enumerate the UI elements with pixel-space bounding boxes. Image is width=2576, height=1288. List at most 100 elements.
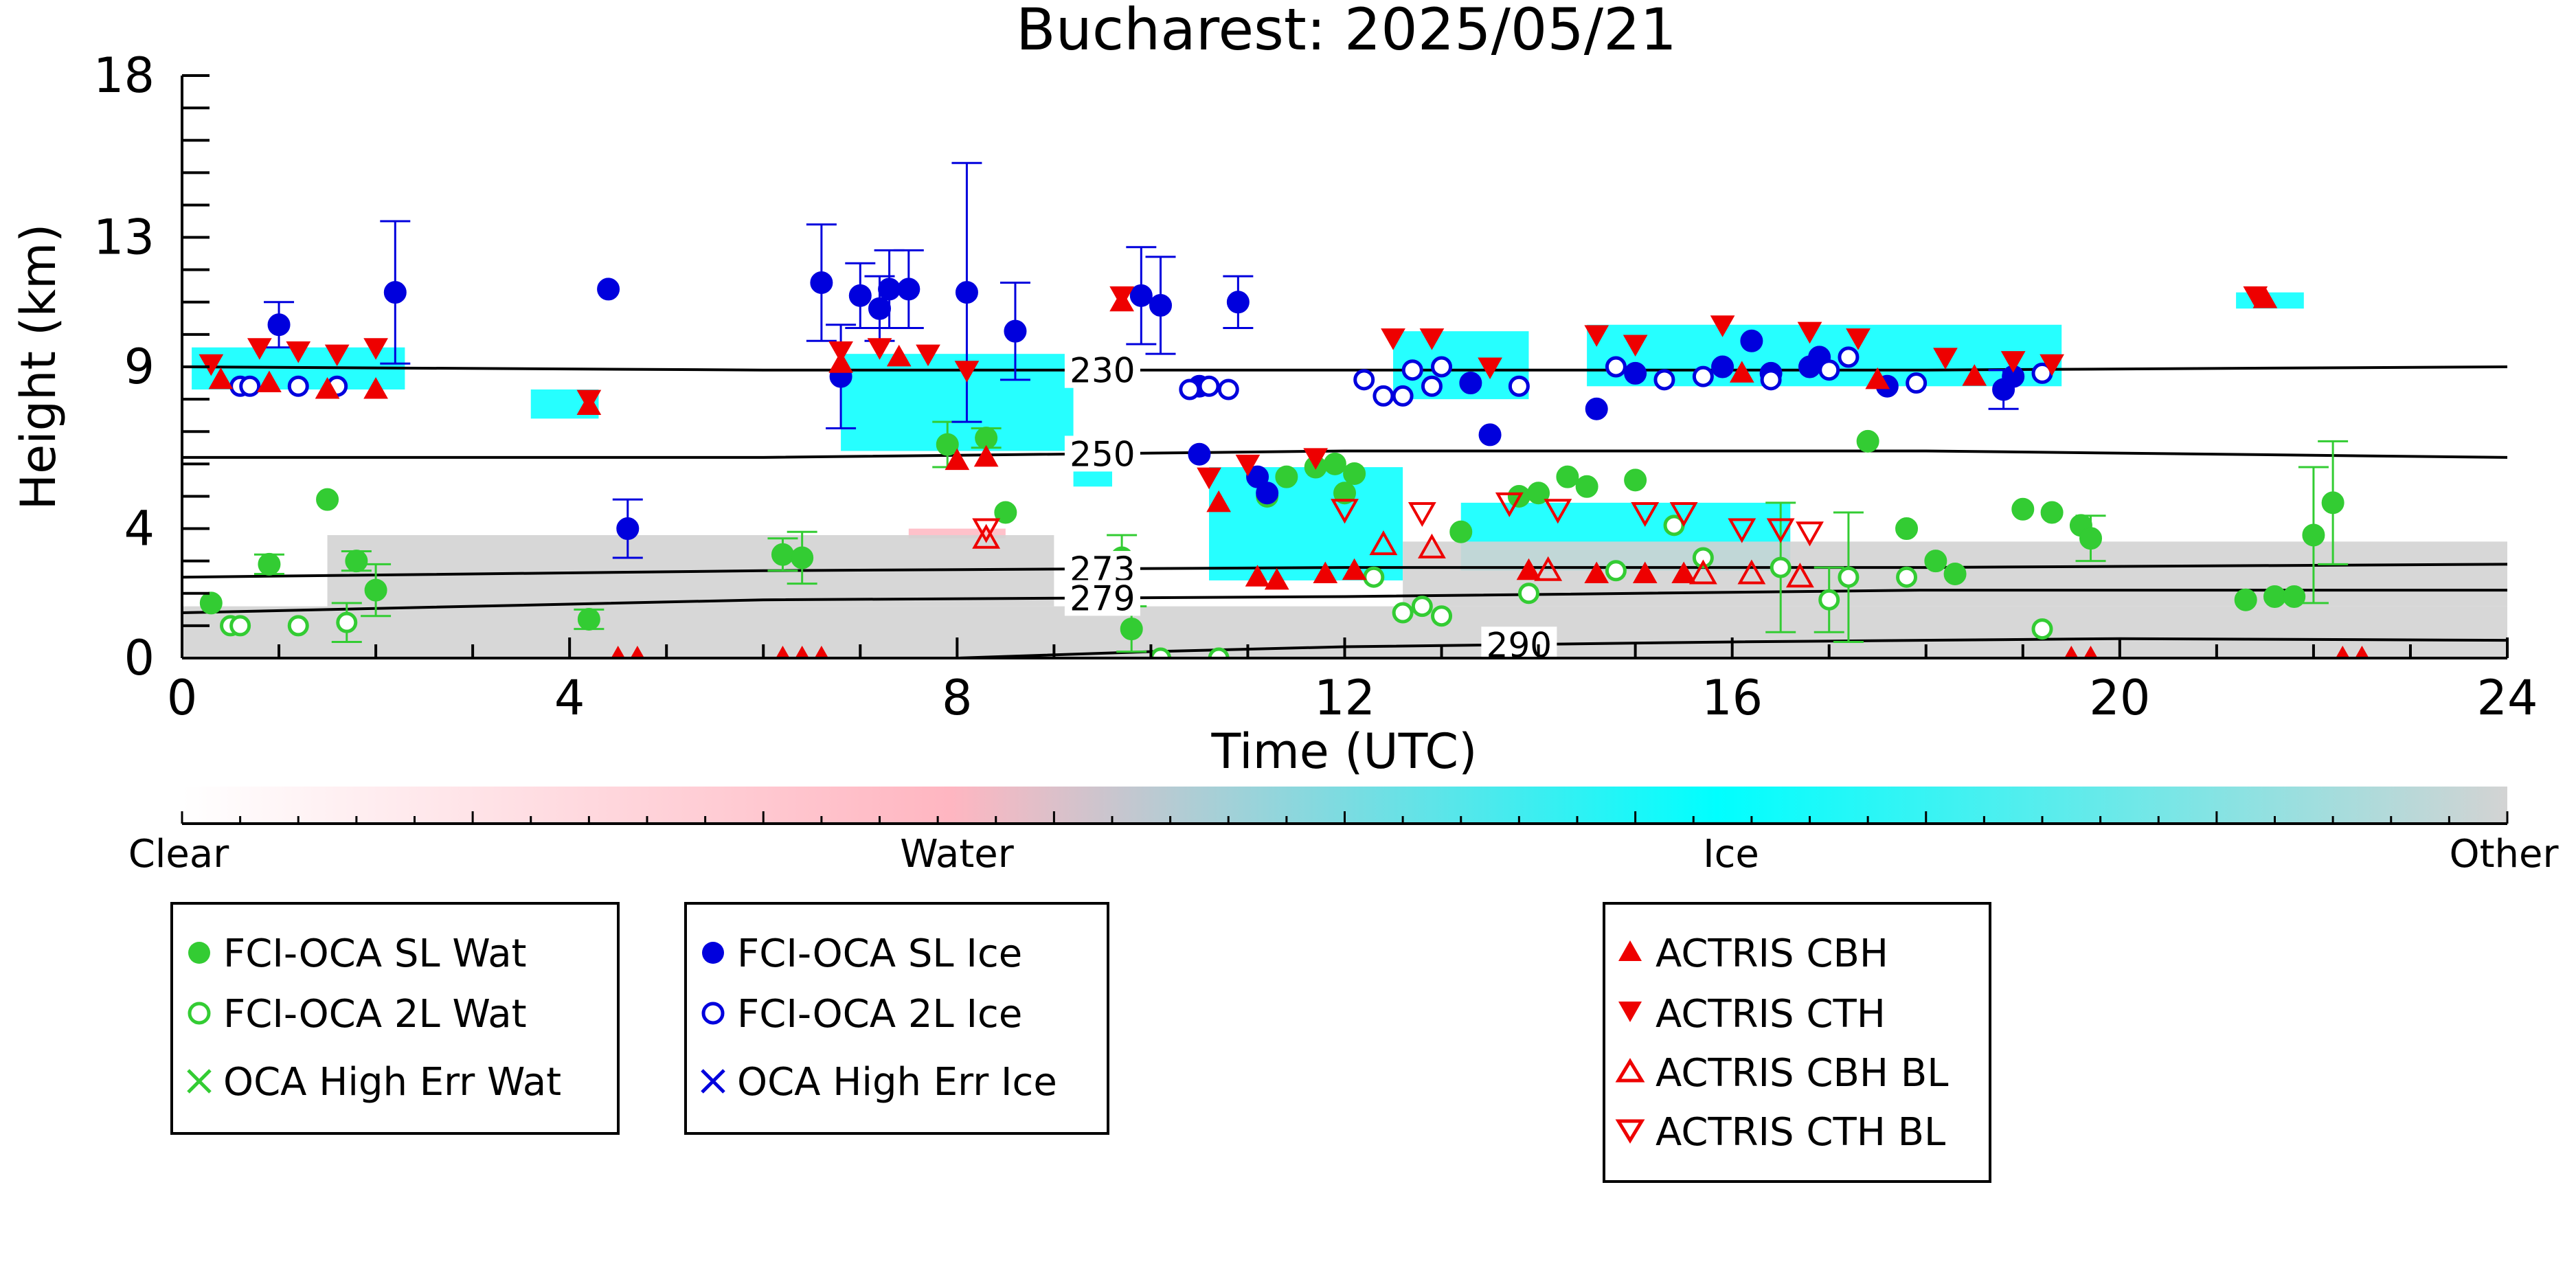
contour-label-bg-230: [1064, 352, 1140, 388]
actris-cth-point: [1303, 448, 1329, 470]
fci-oca-sl-wat-point: [2079, 527, 2103, 550]
fci-oca-sl-ice-point: [616, 517, 640, 541]
actris-cbh-point: [886, 344, 912, 367]
fci-oca-sl-ice-point: [1226, 291, 1250, 314]
fci-oca-2l-wat-point: [1838, 566, 1860, 588]
fci-oca-sl-wat-point: [771, 543, 794, 566]
actris-cbh-point: [315, 376, 340, 399]
actris-cbh-bl-point: [1785, 563, 1814, 588]
fci-oca-2l-wat-point: [1411, 596, 1433, 618]
fci-oca-sl-wat-point: [1333, 482, 1356, 505]
actris-cth-bl-point: [1331, 499, 1359, 524]
fci-oca-sl-ice-point: [1478, 423, 1502, 447]
fci-oca-2l-ice-point: [1838, 346, 1860, 368]
actris-cth-point: [828, 341, 853, 363]
actris-cbh-point: [1865, 367, 1890, 389]
actris-cbh-point: [1516, 558, 1541, 580]
actris-cth-point: [867, 338, 892, 360]
actris-cth-bl-point: [1408, 502, 1436, 528]
fci-oca-2l-ice-point: [1217, 379, 1239, 400]
fci-oca-sl-wat-point: [258, 552, 281, 576]
actris-cth-point: [1197, 467, 1221, 490]
legend-water-sl-label: FCI-OCA SL Wat: [223, 931, 527, 976]
fci-oca-sl-wat-point: [1275, 465, 1298, 488]
x-tick-label: 8: [942, 670, 973, 726]
actris-cbh-bl-point: [1418, 533, 1446, 558]
actris-cth-point: [1381, 328, 1405, 350]
legend-actris: ACTRIS CBH ACTRIS CTH ACTRIS CBH BL ACTR…: [1603, 902, 1991, 1183]
fci-oca-2l-ice-point: [1605, 356, 1627, 378]
fci-oca-sl-wat-point: [2040, 501, 2064, 524]
actris-cbh-bl-point: [1369, 530, 1398, 556]
actris-cth-point: [1584, 325, 1609, 347]
fci-oca-sl-wat-point: [1556, 465, 1579, 488]
contour-label-230: 230: [1070, 351, 1135, 391]
actris-cbh-point: [1632, 561, 1658, 584]
x-tick-label: 12: [1314, 670, 1375, 726]
contour-label-bg-290: [1481, 626, 1557, 663]
fci-oca-sl-wat-point: [2283, 585, 2306, 608]
fci-oca-sl-wat-point: [316, 488, 339, 511]
contour-line-230: [182, 365, 2507, 372]
contour-label-279: 279: [1070, 578, 1135, 618]
fci-oca-2l-ice-point: [1392, 385, 1414, 407]
fci-oca-sl-wat-point: [2011, 497, 2035, 521]
fci-oca-sl-ice-point: [955, 281, 978, 304]
actris-cbh-point: [1245, 565, 1270, 587]
fci-oca-2l-wat-point: [1896, 566, 1918, 588]
fci-oca-sl-ice-point: [1459, 372, 1482, 395]
fci-oca-2l-wat-point: [287, 615, 309, 637]
actris-cbh-bl-point: [972, 523, 1001, 549]
fci-oca-sl-ice-point: [1740, 329, 1763, 352]
y-tick-label: 18: [93, 47, 155, 104]
fci-oca-sl-ice-point: [1129, 284, 1153, 307]
actris-cth-bl-point: [1631, 502, 1660, 528]
legend-actris-cbh-bl-label: ACTRIS CBH BL: [1656, 1051, 1948, 1096]
colorbar-label-water: Water: [900, 832, 1015, 877]
y-axis-label: Height (km): [10, 224, 67, 510]
legend-ice-sl-label: FCI-OCA SL Ice: [737, 931, 1022, 976]
actris-cth-point: [247, 338, 272, 360]
actris-cbh-point: [1313, 561, 1338, 584]
x-ticks: 0 4 8 12 16 20 24: [167, 637, 2538, 726]
legend-actris-cbh-bl-marker: [1615, 1058, 1645, 1083]
actris-cbh-point: [1342, 558, 1367, 580]
cloud-band-ice: [841, 354, 1074, 451]
fci-oca-sl-ice-point: [1256, 482, 1279, 505]
fci-oca-sl-wat-point: [199, 591, 223, 615]
actris-cbh-point: [1264, 567, 1289, 590]
legend-actris-cth-marker: [1618, 1002, 1642, 1022]
fci-oca-sl-ice-point: [848, 284, 872, 307]
fci-oca-sl-wat-point: [1575, 475, 1598, 498]
y-tick-label: 0: [124, 630, 155, 686]
legend-water: FCI-OCA SL Wat FCI-OCA 2L Wat OCA High E…: [170, 902, 620, 1135]
fci-oca-sl-wat-point: [1624, 468, 1647, 492]
legend-water-sl-marker: [188, 942, 210, 964]
actris-cbh-bl-point: [1534, 556, 1563, 581]
fci-oca-2l-wat-point: [1770, 556, 1792, 578]
actris-cbh-point: [1729, 361, 1754, 383]
actris-cth-point: [576, 389, 602, 412]
fci-oca-2l-ice-point: [1508, 375, 1530, 397]
fci-oca-sl-wat-point: [1943, 563, 1967, 586]
colorbar: Clear Water Ice Other: [128, 787, 2559, 877]
legend-water-2l-marker: [188, 1002, 211, 1025]
fci-oca-2l-wat-point: [1392, 602, 1414, 624]
fci-oca-sl-wat-point: [1449, 520, 1473, 543]
fci-oca-sl-wat-point: [994, 501, 1017, 524]
actris-cth-point: [1623, 335, 1648, 357]
fci-oca-sl-ice-point: [810, 271, 833, 295]
y-tick-label: 9: [124, 339, 155, 395]
fci-oca-sl-wat-point: [2234, 588, 2257, 611]
x-tick-label: 20: [2089, 670, 2150, 726]
fci-oca-sl-wat-point: [1924, 550, 1947, 573]
fci-oca-sl-wat-point: [1323, 452, 1346, 475]
actris-cbh-point: [973, 444, 999, 467]
legend-actris-cth-label: ACTRIS CTH: [1656, 992, 1886, 1037]
legend-actris-cbh-label: ACTRIS CBH: [1656, 931, 1888, 976]
legend-ice-err-label: OCA High Err Ice: [737, 1060, 1057, 1105]
fci-oca-2l-ice-point: [1179, 379, 1201, 400]
fci-oca-2l-wat-point: [2031, 618, 2053, 640]
colorbar-label-clear: Clear: [128, 832, 229, 877]
